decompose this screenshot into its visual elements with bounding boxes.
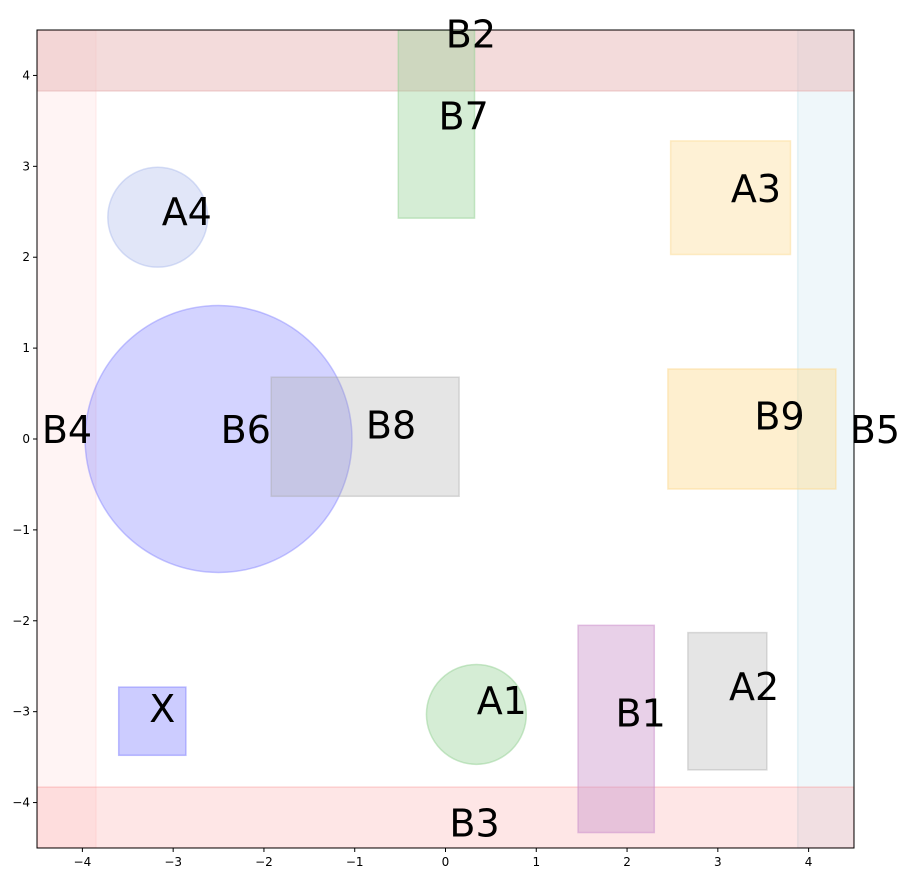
shape-a2: [687, 631, 768, 771]
label-a3: A3: [731, 167, 781, 211]
labels-layer: B2 B7 A3 A4 B4 B6 B8 B9 B5 X A1 B1 A2 B3: [42, 13, 900, 846]
shape-b6: [84, 304, 353, 574]
shape-x: [117, 686, 187, 757]
x-tick-label: −2: [255, 855, 273, 869]
shape-b4: [37, 30, 97, 848]
shape-b7: [397, 30, 476, 219]
y-tick-label: 2: [22, 250, 30, 264]
shapes-layer: [37, 30, 854, 848]
label-a2: A2: [729, 665, 779, 709]
x-tick-label: 1: [532, 855, 540, 869]
label-a1: A1: [477, 679, 527, 723]
x-tick-label: 3: [714, 855, 722, 869]
y-tick-label: −4: [12, 796, 30, 810]
label-b7: B7: [439, 94, 489, 138]
y-tick-label: 0: [22, 432, 30, 446]
shape-b8: [270, 376, 460, 498]
shape-a1: [425, 663, 528, 766]
axes-layer: −4 −3 −2 −1 0 1 2 3 4 −4 −3 −2 −1 0 1 2 3 4: [12, 29, 855, 869]
label-x: X: [149, 687, 175, 731]
y-tick-label: −2: [12, 614, 30, 628]
x-tick-label: −4: [74, 855, 92, 869]
label-b6: B6: [221, 408, 271, 452]
shape-b9: [667, 368, 837, 490]
x-tick-label: 2: [623, 855, 631, 869]
label-b4: B4: [42, 408, 92, 452]
label-b8: B8: [366, 403, 416, 447]
y-tick-label: −1: [12, 523, 30, 537]
shape-a4: [107, 166, 209, 268]
shape-b2: [37, 30, 854, 92]
label-b2: B2: [446, 13, 496, 57]
shape-a3: [669, 140, 792, 256]
x-tick-label: 0: [442, 855, 450, 869]
label-b9: B9: [754, 394, 804, 438]
label-b3: B3: [449, 801, 499, 845]
x-tick-label: −3: [164, 855, 182, 869]
x-tick-label: −1: [346, 855, 364, 869]
shape-b3: [37, 786, 854, 848]
x-tick-label: 4: [805, 855, 813, 869]
label-b1: B1: [616, 691, 666, 735]
y-tick-label: −3: [12, 705, 30, 719]
y-tick-label: 4: [22, 68, 30, 82]
y-tick-label: 3: [22, 159, 30, 173]
label-b5: B5: [850, 408, 900, 452]
y-tick-label: 1: [22, 341, 30, 355]
label-a4: A4: [162, 190, 212, 234]
shape-b1: [577, 624, 656, 834]
